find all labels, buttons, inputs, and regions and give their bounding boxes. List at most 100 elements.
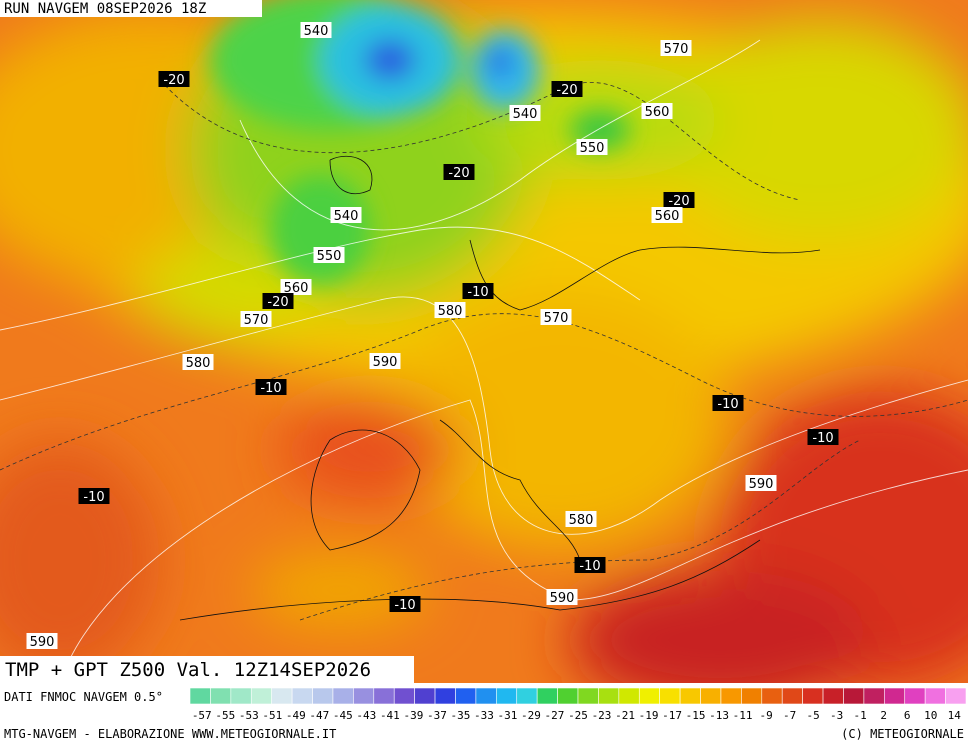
credit-right: (C) METEOGIORNALE	[841, 727, 964, 741]
scale-swatch	[700, 687, 722, 705]
temp-label: -20	[448, 166, 469, 181]
scale-swatch	[312, 687, 334, 705]
scale-swatch	[577, 687, 599, 705]
scale-label: -41	[380, 709, 400, 722]
scale-label: -23	[592, 709, 612, 722]
scale-label: -19	[639, 709, 659, 722]
scale-label: 14	[948, 709, 962, 722]
scale-label: -45	[333, 709, 353, 722]
scale-label: -53	[239, 709, 259, 722]
temp-label-bg	[78, 488, 110, 504]
height-label: 580	[438, 304, 463, 319]
scale-label: -17	[662, 709, 682, 722]
height-label: 590	[373, 355, 398, 370]
temp-label: -10	[579, 559, 600, 574]
height-label: 580	[186, 356, 211, 371]
temp-label-bg	[255, 379, 287, 395]
temp-label: -20	[163, 73, 184, 88]
scale-swatch	[802, 687, 824, 705]
temp-label: -10	[260, 381, 281, 396]
scale-swatch	[353, 687, 375, 705]
height-label: 540	[304, 24, 329, 39]
height-label: 590	[30, 635, 55, 650]
temp-label-bg	[574, 557, 606, 573]
temp-label: -20	[267, 295, 288, 310]
scale-label: 6	[904, 709, 911, 722]
scale-swatch	[843, 687, 865, 705]
height-label: 590	[749, 477, 774, 492]
scale-swatch	[271, 687, 293, 705]
height-label-bg	[509, 105, 541, 121]
scale-label: -25	[568, 709, 588, 722]
scale-label: -3	[830, 709, 843, 722]
scale-label: -33	[474, 709, 494, 722]
scale-swatch	[904, 687, 926, 705]
temp-label-bg	[462, 283, 494, 299]
height-label-bg	[280, 279, 312, 295]
height-label: 540	[513, 107, 538, 122]
scale-swatch	[536, 687, 558, 705]
height-label-bg	[240, 311, 272, 327]
scale-label: -51	[262, 709, 282, 722]
height-label-bg	[369, 353, 401, 369]
scale-swatch	[414, 687, 436, 705]
scale-swatch	[475, 687, 497, 705]
scale-label: -27	[545, 709, 565, 722]
scale-label: -5	[807, 709, 820, 722]
scale-swatch	[659, 687, 681, 705]
temp-label-bg	[551, 81, 583, 97]
scale-swatch	[393, 687, 415, 705]
scale-swatch	[945, 687, 967, 705]
scale-swatch	[638, 687, 660, 705]
scale-swatch	[761, 687, 783, 705]
height-contours	[0, 39, 968, 684]
temp-label-bg	[262, 293, 294, 309]
height-label-bg	[540, 309, 572, 325]
scale-label: -29	[521, 709, 541, 722]
scale-swatch	[434, 687, 456, 705]
scale-swatch	[618, 687, 640, 705]
height-label-bg	[546, 589, 578, 605]
scale-swatch	[781, 687, 803, 705]
scale-label: -7	[783, 709, 796, 722]
scale-label: -49	[286, 709, 306, 722]
scale-swatch	[516, 687, 538, 705]
height-label-bg	[641, 103, 673, 119]
scale-label: -39	[403, 709, 423, 722]
scale-label: -31	[498, 709, 518, 722]
scale-swatch	[496, 687, 518, 705]
height-label-bg	[182, 354, 214, 370]
scale-swatch	[189, 687, 211, 705]
temp-label-bg	[158, 71, 190, 87]
scale-swatch	[679, 687, 701, 705]
scale-swatch	[822, 687, 844, 705]
temp-label-bg	[389, 596, 421, 612]
height-label-bg	[660, 40, 692, 56]
credit-left: MTG-NAVGEM - ELABORAZIONE WWW.METEOGIORN…	[4, 727, 336, 741]
height-label: 570	[244, 313, 269, 328]
header-box	[0, 0, 262, 17]
scale-swatch	[720, 687, 742, 705]
scale-swatch	[598, 687, 620, 705]
title-box	[0, 656, 414, 683]
scale-label: -57	[192, 709, 212, 722]
height-label-bg	[330, 207, 362, 223]
scale-swatch	[557, 687, 579, 705]
height-label: 550	[317, 249, 342, 264]
scale-label: -37	[427, 709, 447, 722]
temp-label: -10	[467, 285, 488, 300]
height-label-bg	[565, 511, 597, 527]
temp-label-bg	[712, 395, 744, 411]
height-label: 570	[664, 42, 689, 57]
scale-label: -1	[854, 709, 867, 722]
source-label: DATI FNMOC NAVGEM 0.5°	[4, 690, 163, 704]
temp-label-bg	[443, 164, 475, 180]
scale-label: -13	[709, 709, 729, 722]
temp-label: -20	[556, 83, 577, 98]
scale-label: 10	[924, 709, 937, 722]
height-label: 560	[645, 105, 670, 120]
temperature-field	[0, 0, 968, 710]
height-label-bg	[26, 633, 58, 649]
temp-label: -10	[717, 397, 738, 412]
